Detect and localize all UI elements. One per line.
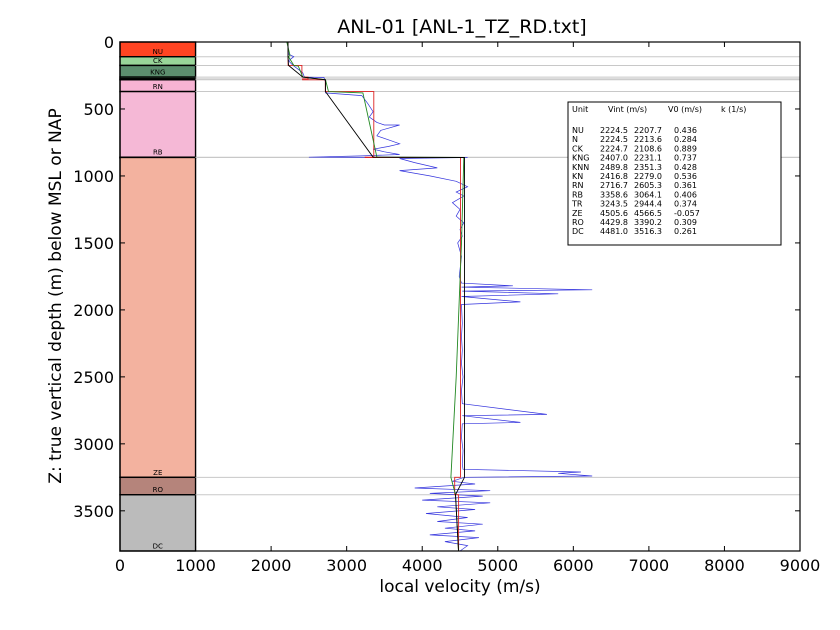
legend-header-cell: Vint (m/s) xyxy=(608,105,647,114)
unit-label-ze: ZE xyxy=(153,469,162,477)
legend-row-cell: KN xyxy=(572,172,583,181)
x-tick-label: 6000 xyxy=(553,556,594,575)
legend-row-cell: 0.737 xyxy=(674,154,697,163)
legend-row-cell: 2416.8 xyxy=(600,172,628,181)
x-axis: 0 1000 2000 3000 4000 5000 6000 7000 8000 9000 xyxy=(115,42,820,575)
legend-row-cell: 0.889 xyxy=(674,144,697,153)
plot-frame xyxy=(119,41,801,552)
unit-parameter-table: Unit Vint (m/s) V0 (m/s) k (1/s) NU 2224.5 220… xyxy=(567,101,782,246)
legend-row-cell: RO xyxy=(572,218,584,227)
legend-box xyxy=(567,101,782,246)
unit-label-ro: RO xyxy=(153,486,164,494)
unit-label-rn: RN xyxy=(153,83,163,91)
legend-row-cell: 2108.6 xyxy=(634,144,662,153)
chart-title: ANL-01 [ANL-1_TZ_RD.txt] xyxy=(337,16,586,38)
legend-row-cell: N xyxy=(572,135,578,144)
unit-block-ze xyxy=(119,156,197,479)
x-tick-label: 0 xyxy=(115,556,125,575)
legend-row-cell: 0.309 xyxy=(674,218,697,227)
legend-row-cell: 4566.5 xyxy=(634,209,662,218)
legend-row-cell: 2207.7 xyxy=(634,126,662,135)
legend-row-cell: 0.374 xyxy=(674,200,697,209)
legend-row-cell: 2224.5 xyxy=(600,126,628,135)
x-axis-label: local velocity (m/s) xyxy=(379,577,540,597)
legend-row-cell: KNG xyxy=(572,154,589,163)
legend-row-cell: 3390.2 xyxy=(634,218,662,227)
legend-row-cell: 2351.3 xyxy=(634,163,662,172)
legend-row-cell: 3243.5 xyxy=(600,200,628,209)
legend-row-cell: 3064.1 xyxy=(634,190,662,199)
legend-row-cell: 4481.0 xyxy=(600,227,628,236)
legend-row-cell: CK xyxy=(572,144,584,153)
series-layer xyxy=(286,41,593,552)
y-tick-label: 2000 xyxy=(73,301,114,320)
legend-row-cell: DC xyxy=(572,227,584,236)
x-tick-label: 9000 xyxy=(780,556,821,575)
x-tick-label: 4000 xyxy=(402,556,443,575)
legend-row-cell: 4505.6 xyxy=(600,209,628,218)
legend-header-cell: V0 (m/s) xyxy=(668,105,702,114)
legend-header-cell: k (1/s) xyxy=(721,105,746,114)
legend-row-cell: ZE xyxy=(572,209,583,218)
legend-row-cell: 0.361 xyxy=(674,181,697,190)
y-tick-label: 500 xyxy=(83,100,114,119)
y-tick-label: 1500 xyxy=(73,234,114,253)
legend-row-cell: 2944.4 xyxy=(634,200,662,209)
legend-row-cell: 0.428 xyxy=(674,163,697,172)
legend-row-cell: 2231.1 xyxy=(634,154,662,163)
legend-row-cell: 3358.6 xyxy=(600,190,628,199)
series-line-4 xyxy=(287,42,465,552)
series-line-3 xyxy=(286,41,465,552)
unit-block-rb xyxy=(119,90,197,158)
legend-row-cell: 2279.0 xyxy=(634,172,662,181)
legend-row-cell: 0.261 xyxy=(674,227,697,236)
x-tick-label: 5000 xyxy=(477,556,518,575)
unit-label-nu: NU xyxy=(153,48,163,56)
legend-row-cell: 4429.8 xyxy=(600,218,628,227)
legend-row-cell: NU xyxy=(572,126,584,135)
x-tick-label: 8000 xyxy=(704,556,745,575)
legend-row-cell: 0.536 xyxy=(674,172,697,181)
y-tick-label: 3500 xyxy=(73,502,114,521)
legend-row-cell: 0.436 xyxy=(674,126,697,135)
unit-label-dc: DC xyxy=(153,543,163,551)
series-line-1 xyxy=(287,41,593,552)
y-tick-label: 1000 xyxy=(73,167,114,186)
y-tick-label: 2500 xyxy=(73,368,114,387)
legend-row-cell: RN xyxy=(572,181,584,190)
legend-row-cell: 0.406 xyxy=(674,190,697,199)
legend-row-cell: 2407.0 xyxy=(600,154,628,163)
x-tick-label: 3000 xyxy=(326,556,367,575)
legend-header-cell: Unit xyxy=(572,105,588,114)
legend-row-cell: 2224.5 xyxy=(600,135,628,144)
legend-row-cell: 2224.7 xyxy=(600,144,628,153)
legend-row-cell: KNN xyxy=(572,163,589,172)
unit-label-kng: KNG xyxy=(150,69,165,77)
y-tick-label: 3000 xyxy=(73,435,114,454)
legend-row-cell: -0.057 xyxy=(674,209,700,218)
x-tick-label: 2000 xyxy=(251,556,292,575)
legend-row-cell: 2605.3 xyxy=(634,181,662,190)
legend-row-cell: 0.284 xyxy=(674,135,697,144)
x-tick-label: 1000 xyxy=(175,556,216,575)
legend-row-cell: 3516.3 xyxy=(634,227,662,236)
legend-row-cell: 2213.6 xyxy=(634,135,662,144)
y-tick-label: 0 xyxy=(104,33,114,52)
y-axis-label: Z: true vertical depth (m) below MSL or … xyxy=(46,108,66,483)
legend-row-cell: 2716.7 xyxy=(600,181,628,190)
legend-row-cell: TR xyxy=(571,200,583,209)
x-tick-label: 7000 xyxy=(629,556,670,575)
unit-label-rb: RB xyxy=(153,149,163,157)
unit-label-ck: CK xyxy=(153,57,163,65)
series-line-2 xyxy=(287,42,461,551)
y-axis: 0 500 1000 1500 2000 2500 3000 3500 xyxy=(73,33,800,521)
legend-row-cell: RB xyxy=(572,190,583,199)
legend-row-cell: 2489.8 xyxy=(600,163,628,172)
